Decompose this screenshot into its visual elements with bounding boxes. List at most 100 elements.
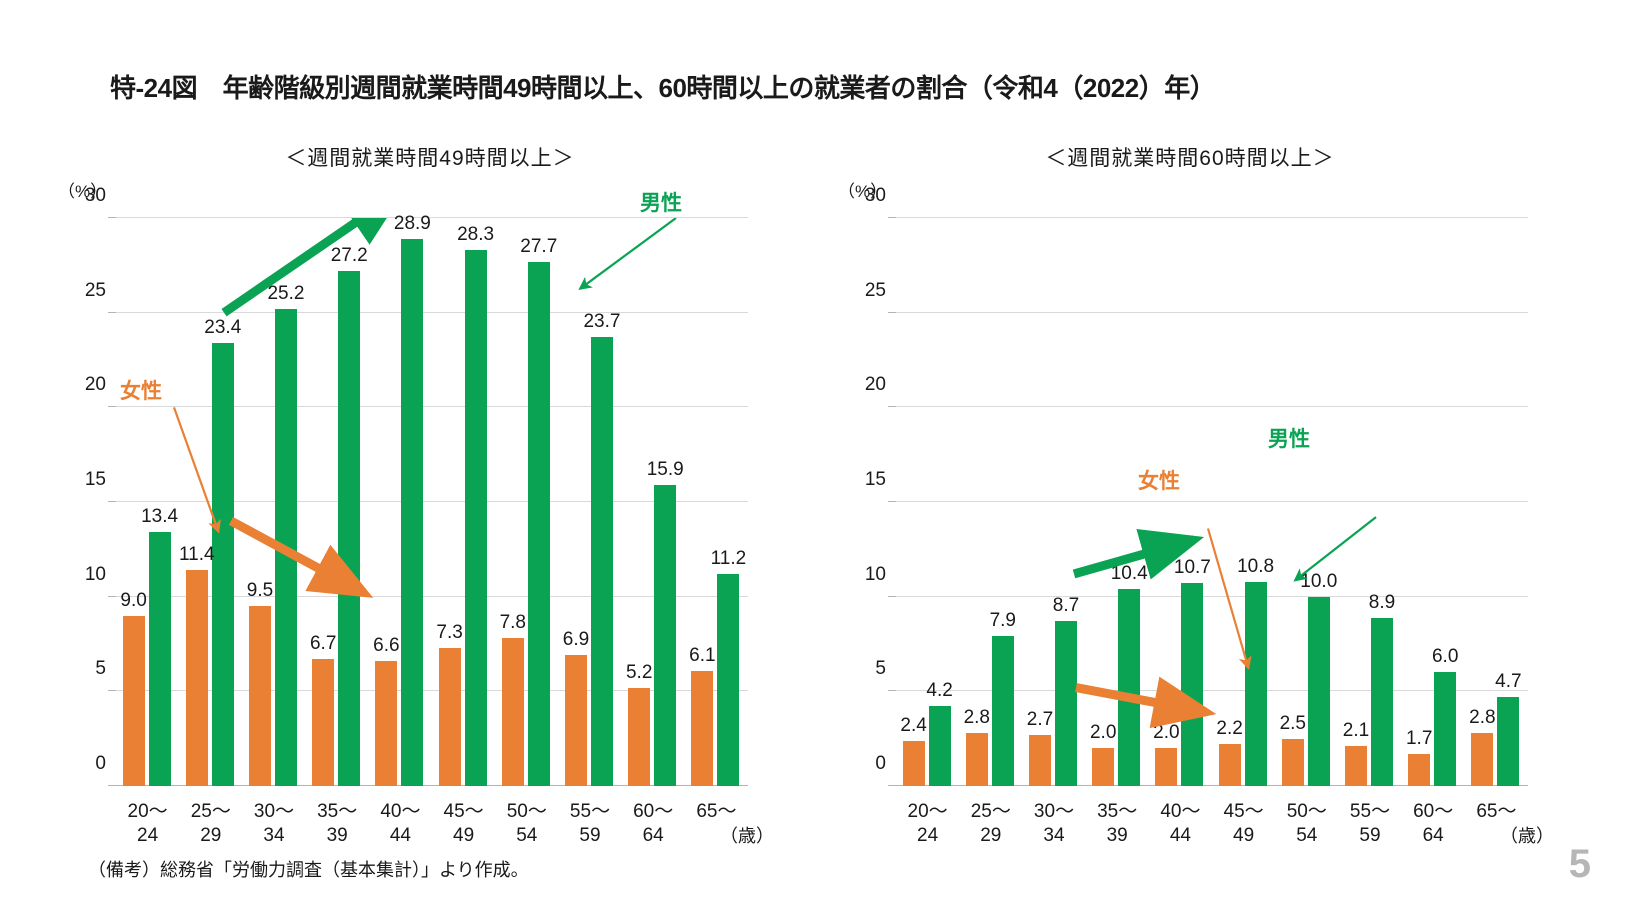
bar-group: 2.8 7.9	[959, 218, 1022, 786]
x-axis-tick-label-line: 55～	[1349, 801, 1391, 822]
x-axis-tick-label-line: 30～	[253, 801, 295, 822]
value-label-male: 25.2	[267, 282, 305, 304]
bar-female[interactable]	[691, 670, 714, 786]
x-axis-tick-label-line: 45～	[443, 801, 484, 822]
bar-female[interactable]	[185, 570, 208, 786]
bar-group: 11.4 23.4	[179, 218, 242, 786]
x-axis-tick-label-line: 35～	[317, 801, 358, 822]
bar-male[interactable]	[590, 337, 613, 786]
bar-male[interactable]	[928, 706, 951, 786]
x-axis-tick-label: 55～ 59	[1350, 800, 1390, 848]
y-axis-tick-mark	[108, 785, 116, 786]
bar-female[interactable]	[1092, 748, 1115, 786]
bar-group: 9.5 25.2	[242, 218, 305, 786]
chart-subtitle-right: ＜週間就業時間60時間以上＞	[1045, 147, 1335, 170]
x-axis-tick-label-line: 34	[263, 824, 285, 846]
x-axis-tick-label-line: 65～	[696, 801, 737, 822]
bar-male[interactable]	[654, 484, 677, 786]
bar-male[interactable]	[464, 250, 487, 786]
bar-group: 6.6 28.9	[369, 213, 432, 786]
bar-male[interactable]	[717, 573, 740, 786]
bar-group: 7.8 27.7	[495, 218, 558, 786]
bar-female[interactable]	[1471, 733, 1494, 786]
y-axis-tick-label: 30	[864, 185, 886, 206]
bar-male[interactable]	[1118, 589, 1141, 786]
bar-female[interactable]	[965, 733, 988, 786]
chart-panel-60hours: ＜週間就業時間60時間以上＞ （%） 0 5 10 15 20 25 30 2.4 4.2 20～…	[800, 130, 1560, 846]
value-label-female: 2.8	[1469, 707, 1496, 728]
y-axis-unit-left: （%）	[58, 182, 108, 201]
chart-panel-49hours: ＜週間就業時間49時間以上＞ （%） 0 5 10 15 20 25 30 9.0 13.4 20…	[20, 130, 780, 846]
value-label-male: 13.4	[141, 506, 179, 528]
x-axis-tick-label: 50～ 54	[1287, 800, 1327, 848]
bar-male[interactable]	[148, 532, 171, 786]
value-label-male: 10.7	[1173, 557, 1211, 579]
bar-male[interactable]	[274, 308, 297, 786]
bar-female[interactable]	[1408, 753, 1431, 786]
value-label-female: 2.5	[1279, 712, 1306, 734]
bar-female[interactable]	[1028, 734, 1051, 786]
x-axis-tick-label-line: 64	[1422, 824, 1444, 846]
gridline	[896, 406, 1528, 408]
x-axis-tick-label: 30～ 34	[254, 800, 294, 848]
x-axis-tick-label: 65～	[1476, 800, 1516, 824]
x-axis-tick-label: 65～	[696, 800, 736, 824]
bar-male[interactable]	[1244, 581, 1267, 786]
bar-male[interactable]	[991, 636, 1014, 786]
bar-male[interactable]	[1434, 672, 1457, 786]
value-label-female: 2.8	[963, 707, 990, 728]
bar-female[interactable]	[1218, 744, 1241, 786]
y-axis-tick-mark	[888, 406, 896, 408]
bar-male[interactable]	[1497, 697, 1520, 786]
bar-female[interactable]	[628, 687, 651, 786]
x-axis-tick-label-line: 20～	[127, 801, 168, 822]
bar-female[interactable]	[312, 659, 335, 786]
bar-female[interactable]	[902, 740, 925, 786]
bar-female[interactable]	[438, 647, 461, 786]
value-label-female: 9.5	[246, 580, 274, 602]
x-axis-tick-label-line: 50～	[506, 801, 547, 822]
x-axis-tick-label: 45～ 49	[444, 800, 484, 848]
bar-female[interactable]	[248, 606, 271, 786]
y-axis-tick-mark	[888, 501, 896, 502]
value-label-male: 4.7	[1495, 671, 1522, 693]
x-axis-tick-label: 20～ 24	[908, 800, 948, 848]
bar-group: 6.7 27.2	[306, 218, 369, 786]
bar-male[interactable]	[1370, 617, 1393, 786]
page-number: 5	[1568, 842, 1591, 886]
bar-group: 7.3 28.3	[432, 218, 495, 786]
x-axis-tick-label: 60～ 64	[633, 800, 673, 848]
y-axis-tick-label: 0	[95, 753, 106, 774]
bar-male[interactable]	[401, 238, 424, 786]
bar-female[interactable]	[1281, 738, 1304, 786]
x-axis-unit-left: （歳）	[720, 826, 774, 846]
value-label-male: 27.2	[330, 245, 368, 267]
x-axis-tick-label: 50～ 54	[507, 800, 547, 848]
x-axis-tick-label-line: 60～	[1413, 801, 1454, 822]
chart-subtitle-left: ＜週間就業時間49時間以上＞	[285, 147, 575, 170]
bar-male[interactable]	[527, 261, 550, 786]
bar-female[interactable]	[1155, 748, 1178, 786]
bar-male[interactable]	[338, 271, 361, 786]
bar-group: 6.9 23.7	[558, 218, 621, 786]
gridline	[116, 217, 748, 218]
x-axis-tick-label-line: 40～	[380, 801, 421, 822]
bar-female[interactable]	[375, 661, 398, 786]
value-label-male: 8.9	[1368, 591, 1396, 613]
bar-female[interactable]	[122, 615, 145, 786]
bar-female[interactable]	[564, 655, 587, 786]
bar-group: 2.4 4.2	[896, 218, 959, 786]
bar-male[interactable]	[211, 342, 234, 786]
y-axis-tick-mark	[108, 217, 116, 218]
bar-male[interactable]	[1307, 596, 1330, 786]
x-axis-tick-label-line: 65～	[1476, 801, 1517, 822]
bar-female[interactable]	[501, 638, 524, 786]
x-axis-tick-label: 55～ 59	[570, 800, 610, 848]
x-axis-tick-label-line: 55～	[569, 801, 611, 822]
value-label-female: 9.0	[120, 589, 147, 611]
value-label-male: 8.7	[1052, 595, 1080, 617]
bar-female[interactable]	[1344, 746, 1367, 786]
x-axis-tick-label-line: 35～	[1097, 801, 1138, 822]
bar-male[interactable]	[1054, 621, 1077, 786]
bar-male[interactable]	[1181, 583, 1204, 786]
